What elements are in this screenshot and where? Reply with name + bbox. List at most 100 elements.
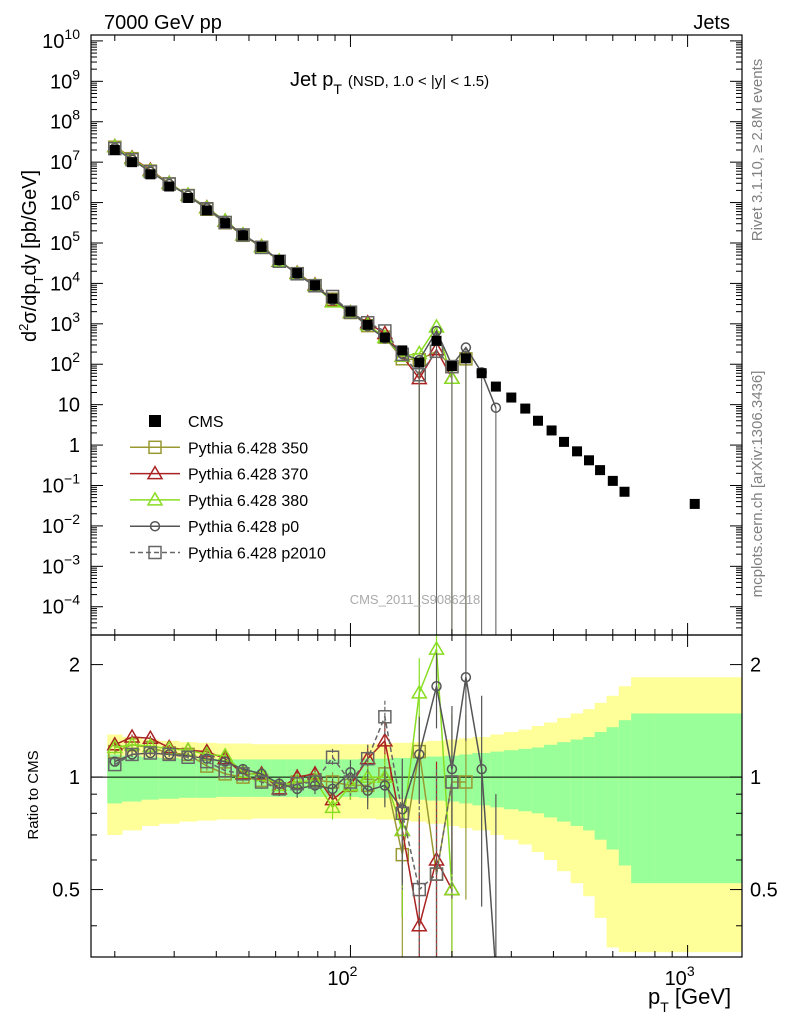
top-marker-4 [308, 279, 322, 293]
plot-title: Jet pT (NSD, 1.0 < |y| < 1.5) [290, 69, 489, 97]
y-tick-label-bottom-right: 1 [750, 767, 761, 789]
uncertainty-bands [91, 677, 742, 953]
top-marker-3 [431, 325, 442, 337]
y-tick-exp: 2 [72, 349, 80, 365]
x-tick-base: 10 [327, 968, 349, 990]
cms-point [490, 381, 501, 392]
y-tick-base: 10 [50, 354, 72, 376]
cms-point [109, 144, 120, 155]
y-tick-base: 10 [50, 233, 72, 255]
y-tick-base: 10 [58, 395, 80, 417]
cms-point [446, 361, 457, 372]
cms-point [414, 357, 425, 368]
band-inner [583, 737, 596, 831]
y-tick-label-bottom-left: 0.5 [52, 880, 80, 902]
legend: CMS Pythia 6.428 350 Pythia 6.428 370 Pythi… [130, 414, 326, 563]
legend-marker [146, 465, 164, 480]
rivet-label: Rivet 3.1.10, ≥ 2.8M events [749, 59, 766, 242]
y-tick-base: 10 [42, 516, 64, 538]
cms-point [379, 332, 390, 343]
ratio-marker-4 [125, 747, 139, 762]
cms-point [460, 353, 471, 364]
y-tick-label-top: 104 [50, 268, 80, 295]
y-tick-label-bottom-right: 2 [750, 655, 761, 677]
cms-point [274, 254, 285, 265]
ratio-marker-3 [379, 780, 391, 791]
cms-point [310, 280, 321, 291]
band-inner [178, 758, 198, 798]
y-tick-base: 10 [50, 112, 72, 134]
cms-point [220, 218, 231, 229]
y-tick-exp: 3 [72, 309, 80, 325]
x-tick-base: 10 [665, 968, 687, 990]
ratio-marker-1 [142, 729, 159, 745]
band-inner [570, 739, 584, 826]
ratio-marker-4 [108, 757, 122, 772]
title-main: Jet p [290, 69, 333, 91]
top-marker-4 [218, 215, 232, 230]
band-inner [606, 727, 620, 850]
plot-frames [90, 34, 743, 958]
y-tick-label-top: 10−2 [42, 511, 80, 538]
ratio-marker-4 [378, 710, 392, 724]
cms-point [431, 335, 442, 346]
ratio-marker-3 [201, 753, 213, 764]
band-inner [531, 747, 545, 814]
cms-point [145, 169, 156, 180]
x-tick-exp: 3 [687, 963, 695, 979]
cms-point [362, 319, 373, 330]
x-tick-label: 103 [665, 963, 695, 990]
x-tick-exp: 2 [350, 963, 358, 979]
y-tick-label-top: 1 [69, 435, 80, 457]
legend-marker [149, 520, 161, 532]
y-tick-base: 10 [50, 273, 72, 295]
ratio-marker-0 [459, 775, 473, 789]
ratio-line-3 [114, 677, 496, 957]
band-inner [490, 751, 505, 808]
top-marker-4 [290, 267, 304, 281]
ratio-marker-3 [327, 783, 338, 795]
band-inner [618, 720, 632, 866]
cms-point [619, 486, 630, 497]
ratio-marker-2 [410, 684, 428, 699]
analysis-watermark: CMS_2011_S9086218 [350, 592, 481, 607]
mcplots-label: mcplots.cern.ch [arXiv:1306.3436] [749, 371, 766, 598]
spectrum-series [106, 138, 700, 635]
ratio-marker-4 [254, 775, 269, 789]
ratio-marker-4 [272, 782, 287, 796]
band-inner [643, 713, 656, 884]
ratio-marker-4 [236, 767, 250, 781]
y-tick-exp: 8 [72, 107, 80, 123]
y-tick-label-top: 10−3 [42, 551, 80, 578]
top-marker-4 [445, 359, 459, 374]
y-tick-base: 1 [69, 435, 80, 457]
legend-label: Pythia 6.428 350 [188, 440, 308, 457]
band-inner [503, 750, 519, 810]
y-tick-label-bottom-left: 2 [69, 655, 80, 677]
y-tick-exp: 10 [64, 26, 80, 42]
ratio-marker-1 [123, 728, 141, 743]
cms-point [256, 241, 267, 252]
ratio-marker-3 [109, 756, 121, 767]
ratio-marker-4 [308, 775, 322, 789]
cms-point [292, 268, 303, 279]
y-tick-label-top: 1010 [42, 26, 80, 53]
y-tick-exp: −4 [64, 592, 80, 608]
ratio-marker-3 [476, 763, 487, 775]
ratio-marker-4 [360, 751, 375, 766]
y-tick-base: 10 [42, 475, 64, 497]
cms-point [595, 465, 606, 476]
ratio-marker-4 [429, 867, 444, 881]
y-tick-exp: 7 [72, 147, 80, 163]
ratio-marker-3 [431, 681, 442, 692]
band-inner [107, 754, 123, 804]
x-tick-label: 102 [327, 963, 357, 990]
cms-point [533, 415, 544, 426]
cms-point [520, 403, 531, 414]
y-tick-base: 10 [42, 31, 64, 53]
y-tick-label-top: 10 [58, 395, 80, 417]
ratio-marker-3 [414, 749, 425, 760]
ratio-marker-1 [410, 917, 428, 932]
band-inner [121, 755, 142, 802]
band-inner [543, 744, 558, 818]
